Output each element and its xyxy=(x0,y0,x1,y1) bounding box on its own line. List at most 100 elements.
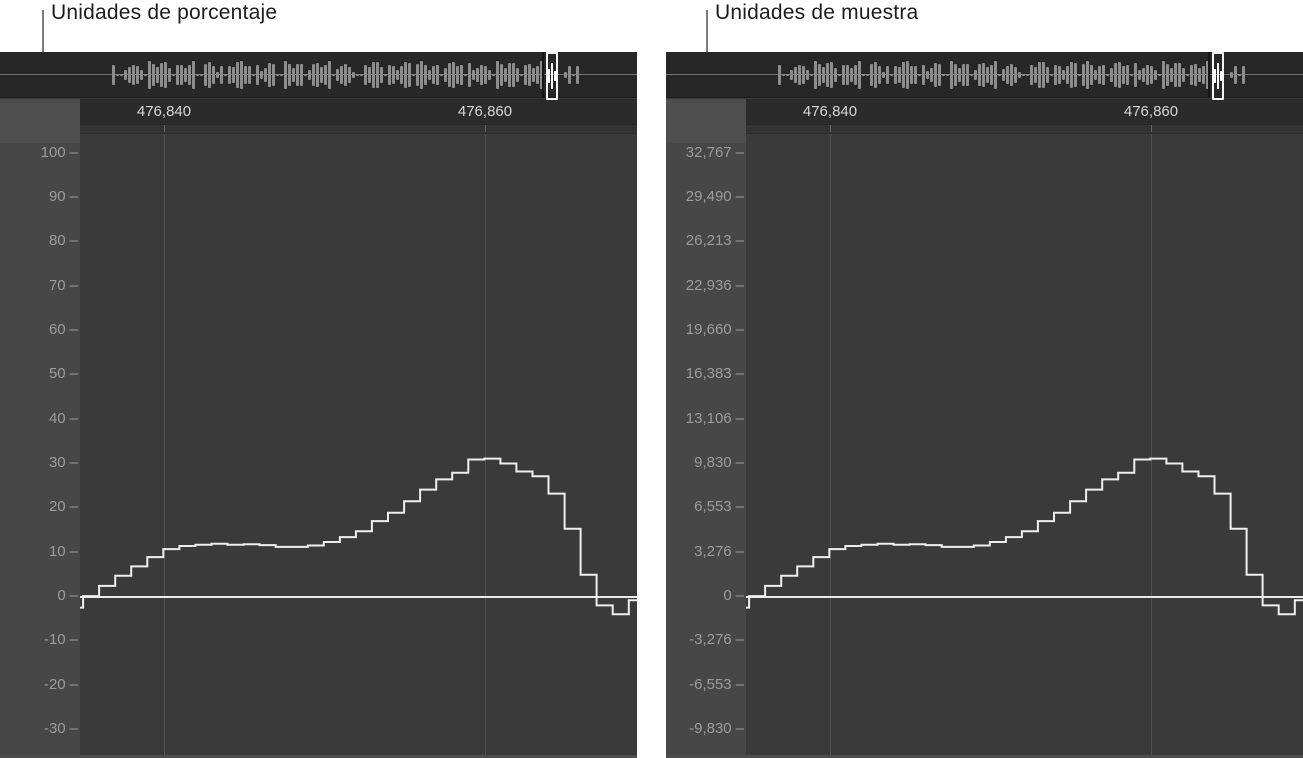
overview-wave-bar xyxy=(974,69,977,81)
overview-wave-bar xyxy=(1238,74,1241,76)
overview-wave-bar xyxy=(1042,61,1045,89)
sample-step-waveform xyxy=(80,457,637,616)
overview-wave-bar xyxy=(348,67,351,83)
ruler-track: 476,840 476,860 xyxy=(80,99,637,133)
overview-wave-bar xyxy=(978,63,981,87)
overview-wave-bar xyxy=(164,62,167,88)
axis-tick-label: 40– xyxy=(48,409,78,427)
overview-wave-bar xyxy=(818,64,821,86)
overview-wave-bar xyxy=(1114,62,1117,88)
overview-wave-bar xyxy=(508,62,511,88)
sample-position-ruler[interactable]: 476,840 476,860 xyxy=(666,99,1303,133)
overview-wave-bar xyxy=(862,74,865,76)
overview-wave-bar xyxy=(220,66,223,84)
overview-wave-bar xyxy=(874,62,877,88)
overview-wave-bar xyxy=(388,64,391,86)
overview-wave-bar xyxy=(576,65,579,85)
overview-wave-bar xyxy=(352,71,355,79)
overview-wave-bar xyxy=(958,68,961,82)
overview-wave-bar xyxy=(136,66,139,84)
overview-wave-bar xyxy=(364,64,367,86)
overview-wave-bar xyxy=(200,74,203,76)
overview-wave-bar xyxy=(208,62,211,88)
overview-wave-bar xyxy=(160,62,163,88)
overview-wave-bar xyxy=(424,64,427,86)
overview-wave-bar xyxy=(950,61,953,89)
marker-wave-bar xyxy=(1220,71,1222,81)
ruler-sample-number: 476,840 xyxy=(136,103,192,120)
overview-wave-bar xyxy=(336,68,339,82)
overview-wave-bar xyxy=(1154,70,1157,80)
overview-wave-bar xyxy=(244,66,247,84)
overview-wave-bar xyxy=(128,66,131,84)
overview-wave-bar xyxy=(1038,62,1041,88)
overview-wave-bar xyxy=(1034,67,1037,83)
axis-tick-label: 70– xyxy=(48,276,78,294)
overview-wave-bar xyxy=(882,71,885,79)
overview-wave-bar xyxy=(568,66,571,84)
sample-position-ruler[interactable]: 476,840 476,860 xyxy=(0,99,637,133)
overview-wave-bar xyxy=(1242,65,1245,85)
overview-wave-bar xyxy=(930,67,933,83)
selection-marker-icon[interactable] xyxy=(1212,52,1224,100)
overview-wave-bar xyxy=(1066,66,1069,84)
overview-wave-bar xyxy=(452,61,455,89)
overview-wave-bar xyxy=(894,66,897,84)
playhead-line xyxy=(542,52,544,98)
overview-wave-bar xyxy=(416,63,419,87)
overview-wave-bar xyxy=(802,66,805,84)
overview-wave-bar xyxy=(480,64,483,86)
overview-wave-bar xyxy=(520,74,523,76)
overview-wave-bar xyxy=(914,66,917,84)
overview-wave-bar xyxy=(1106,74,1109,76)
overview-wave-bar xyxy=(1118,61,1121,89)
panel-sample-units: 476,840 476,860 32,767– 29,490– 26,213– 22,9… xyxy=(666,52,1303,758)
waveform-canvas[interactable] xyxy=(80,133,637,758)
overview-waveform-strip[interactable] xyxy=(666,52,1303,100)
overview-wave-bar xyxy=(870,64,873,86)
overview-wave-bar xyxy=(296,63,299,87)
selection-marker-icon[interactable] xyxy=(546,52,558,100)
panel-bottom-edge xyxy=(0,755,637,758)
overview-wave-bar xyxy=(938,64,941,86)
overview-wave-bar xyxy=(1162,61,1165,89)
overview-wave-bar xyxy=(1110,68,1113,82)
overview-wave-bar xyxy=(448,62,451,88)
marker-wave-bar xyxy=(551,63,553,89)
marker-wave-bar xyxy=(554,71,556,81)
axis-tick-label: 20– xyxy=(48,498,78,516)
axis-tick-label: 0– xyxy=(57,587,78,605)
overview-wave-bar xyxy=(260,70,263,80)
overview-wave-bar xyxy=(512,62,515,88)
sample-step-waveform xyxy=(746,457,1303,616)
overview-wave-bar xyxy=(822,67,825,83)
overview-wave-bar xyxy=(184,68,187,82)
overview-waveform-strip[interactable] xyxy=(0,52,637,100)
overview-wave-bar xyxy=(1194,64,1197,86)
overview-wave-bar xyxy=(272,64,275,86)
axis-tick-label: 19,660– xyxy=(685,320,744,338)
ruler-corner-cell xyxy=(0,99,80,133)
overview-wave-bar xyxy=(524,65,527,85)
overview-wave-bar xyxy=(288,64,291,86)
overview-wave-bar xyxy=(300,63,303,87)
overview-wave-bar xyxy=(404,62,407,88)
overview-wave-bar xyxy=(854,65,857,85)
waveform-canvas[interactable] xyxy=(746,133,1303,758)
overview-wave-bar xyxy=(790,69,793,81)
axis-tick-label: 29,490– xyxy=(685,187,744,205)
axis-tick-label: 50– xyxy=(48,365,78,383)
overview-wave-bar xyxy=(236,62,239,88)
overview-wave-bar xyxy=(1206,61,1209,89)
axis-tick-label: 80– xyxy=(48,232,78,250)
overview-wave-bar xyxy=(464,74,467,76)
overview-wave-bar xyxy=(344,63,347,87)
overview-wave-bar xyxy=(112,65,115,85)
overview-wave-bar xyxy=(564,72,567,78)
overview-wave-bar xyxy=(954,64,957,86)
overview-wave-bar xyxy=(962,63,965,87)
overview-wave-bar xyxy=(1178,62,1181,88)
overview-wave-bar xyxy=(1138,69,1141,81)
overview-wave-bar xyxy=(1150,65,1153,85)
overview-wave-bar xyxy=(224,74,227,76)
